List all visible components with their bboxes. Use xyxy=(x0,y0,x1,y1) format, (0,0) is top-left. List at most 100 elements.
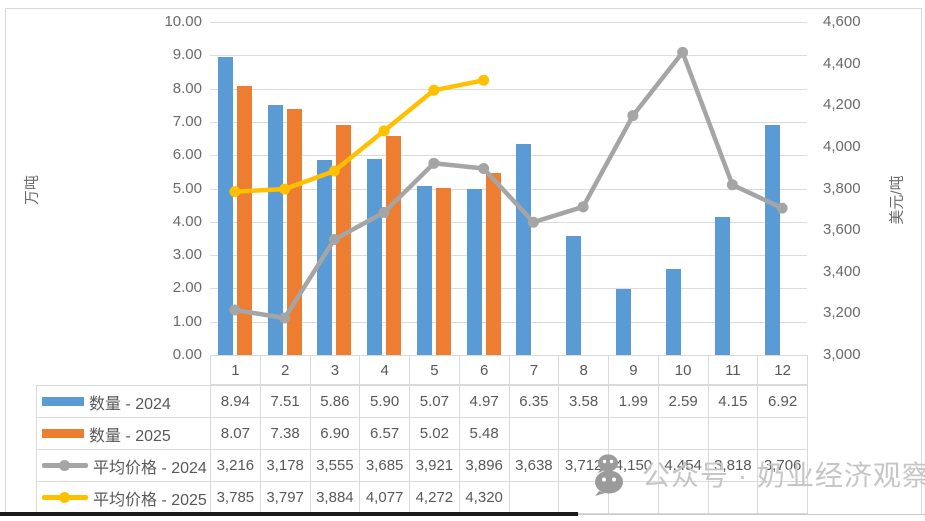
price-marker-2024-m8 xyxy=(577,201,589,213)
price-marker-2024-m4 xyxy=(378,206,390,218)
value-cell: 6.92 xyxy=(757,385,808,418)
value-cell: 7.51 xyxy=(259,385,311,418)
bar-qty-2025-m6 xyxy=(485,172,501,355)
value-cell: 5.02 xyxy=(409,417,460,450)
value-cell: 4,320 xyxy=(458,481,510,514)
left-axis-tick: 3.00 xyxy=(172,246,202,264)
value-cell: 3,555 xyxy=(309,449,361,482)
left-axis-tick: 1.00 xyxy=(172,312,202,330)
right-axis-tick: 3,600 xyxy=(823,221,861,239)
month-header-cell: 9 xyxy=(608,355,659,385)
right-axis-tick: 4,400 xyxy=(823,54,861,72)
gridline xyxy=(210,221,807,223)
bar-qty-2024-m12 xyxy=(765,124,781,355)
price-marker-2025-m1 xyxy=(229,186,241,198)
price-line-2024 xyxy=(234,50,784,321)
left-axis-title: 万吨 xyxy=(23,175,41,206)
bar-qty-2024-m7 xyxy=(516,143,532,355)
gridline xyxy=(210,288,807,290)
price-marker-2024-m9 xyxy=(627,110,639,122)
gridline xyxy=(210,121,807,123)
value-cell xyxy=(757,417,808,450)
gridline xyxy=(210,88,807,90)
gridline xyxy=(210,255,807,257)
series-name: 数量 - 2025 xyxy=(89,427,171,445)
value-cell xyxy=(707,417,759,450)
right-axis-tick: 3,200 xyxy=(823,304,861,322)
series-name: 平均价格 - 2024 xyxy=(93,459,207,477)
price-marker-2024-m6 xyxy=(478,163,490,175)
value-cell: 3,216 xyxy=(210,449,261,482)
gridline xyxy=(210,321,807,323)
bottom-edge-light xyxy=(578,514,925,515)
left-axis-tick: 4.00 xyxy=(172,212,202,230)
series-name: 数量 - 2024 xyxy=(89,395,171,413)
value-cell: 5.86 xyxy=(309,385,361,418)
legend-bar-swatch xyxy=(42,429,84,438)
price-marker-2025-m2 xyxy=(279,183,291,195)
value-cell xyxy=(508,417,560,450)
bar-qty-2025-m5 xyxy=(435,187,451,355)
month-header-cell: 10 xyxy=(657,355,709,385)
price-marker-2024-m2 xyxy=(279,312,291,324)
bar-qty-2024-m5 xyxy=(416,186,432,355)
bar-qty-2025-m4 xyxy=(386,136,402,355)
month-header-cell: 7 xyxy=(508,355,560,385)
price-marker-2025-m4 xyxy=(378,125,390,137)
month-header-cell: 6 xyxy=(458,355,510,385)
value-cell: 3,884 xyxy=(309,481,361,514)
right-axis-tick: 3,400 xyxy=(823,262,861,280)
value-cell: 3,797 xyxy=(259,481,311,514)
watermark: 公众号 · 奶业经济观察 xyxy=(588,452,925,496)
value-cell: 7.38 xyxy=(259,417,311,450)
value-cell: 3,896 xyxy=(458,449,510,482)
value-cell: 5.07 xyxy=(409,385,460,418)
month-header-cell: 5 xyxy=(409,355,460,385)
bar-qty-2024-m8 xyxy=(566,235,582,355)
value-cell: 6.57 xyxy=(359,417,410,450)
month-header-cell: 8 xyxy=(558,355,609,385)
bar-qty-2024-m2 xyxy=(267,104,283,355)
table-row-label: 数量 - 2024 xyxy=(36,385,211,418)
value-cell: 3,178 xyxy=(259,449,311,482)
left-axis-tick: 2.00 xyxy=(172,279,202,297)
left-axis-tick: 8.00 xyxy=(172,79,202,97)
table-row-label: 平均价格 - 2024 xyxy=(36,449,211,482)
month-header-cell: 3 xyxy=(309,355,361,385)
value-cell: 1.99 xyxy=(608,385,659,418)
gridline xyxy=(210,155,807,157)
price-marker-2024-m5 xyxy=(428,157,440,169)
bar-qty-2024-m10 xyxy=(665,268,681,355)
price-marker-2025-m5 xyxy=(428,84,440,96)
right-axis-tick: 4,200 xyxy=(823,96,861,114)
value-cell: 2.59 xyxy=(657,385,709,418)
right-axis-title: 美元/吨 xyxy=(888,175,906,225)
right-axis-tick: 3,800 xyxy=(823,179,861,197)
watermark-text: 公众号 · 奶业经济观察 xyxy=(642,460,925,491)
value-cell: 8.94 xyxy=(210,385,261,418)
value-cell: 4,077 xyxy=(359,481,410,514)
gridline xyxy=(210,188,807,190)
bar-qty-2024-m6 xyxy=(466,189,482,355)
bar-qty-2024-m1 xyxy=(217,57,233,355)
month-header-cell: 4 xyxy=(359,355,410,385)
table-row-label: 数量 - 2025 xyxy=(36,417,211,450)
value-cell: 4,272 xyxy=(409,481,460,514)
bar-qty-2024-m9 xyxy=(615,288,631,355)
legend-line-swatch xyxy=(42,460,88,471)
value-cell: 3,685 xyxy=(359,449,410,482)
month-header-cell: 2 xyxy=(259,355,311,385)
legend-line-marker xyxy=(59,492,70,503)
value-cell: 6.35 xyxy=(508,385,560,418)
bar-qty-2025-m3 xyxy=(336,125,352,355)
value-cell: 4.15 xyxy=(707,385,759,418)
wechat-icon xyxy=(595,454,623,496)
month-header-cell: 12 xyxy=(757,355,808,385)
legend-line-marker xyxy=(59,460,70,471)
month-header-cell: 1 xyxy=(210,355,261,385)
price-marker-2025-m3 xyxy=(328,165,340,177)
value-cell: 5.48 xyxy=(458,417,510,450)
legend-bar-swatch xyxy=(42,397,84,406)
price-line-2025 xyxy=(234,78,485,194)
left-axis-tick: 5.00 xyxy=(172,179,202,197)
